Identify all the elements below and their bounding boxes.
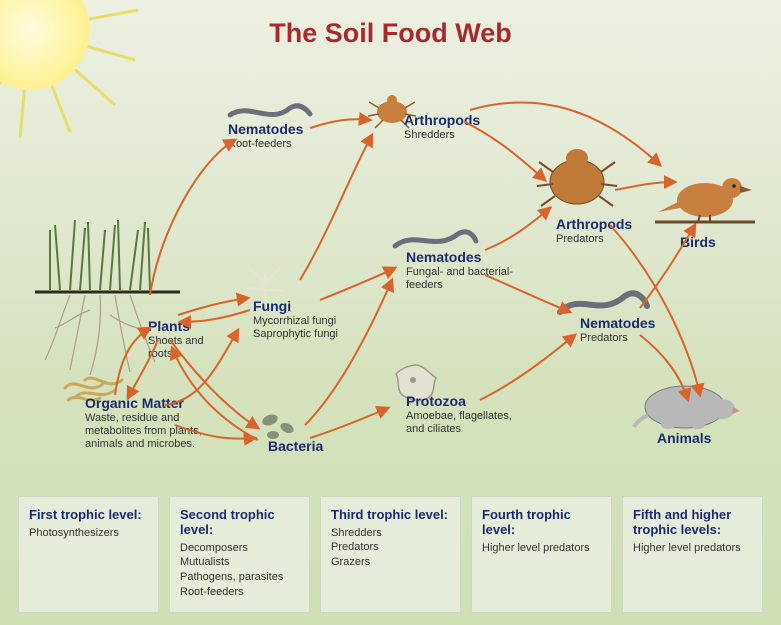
trophic-level-3: Third trophic level: ShreddersPredatorsG…: [320, 496, 461, 613]
trophic-level-1: First trophic level: Photosynthesizers: [18, 496, 159, 613]
trophic-levels-row: First trophic level: Photosynthesizers S…: [18, 496, 763, 613]
label-organic-matter: Organic Matter Waste, residue and metabo…: [85, 395, 215, 451]
label-animals: Animals: [657, 430, 711, 447]
trophic-level-5: Fifth and higher trophic levels: Higher …: [622, 496, 763, 613]
animal-illustration: [630, 375, 740, 435]
label-plants: Plants Shoots and roots: [148, 318, 218, 361]
label-nematodes-root: Nematodes Root-feeders: [228, 121, 303, 151]
label-fungi: Fungi Mycorrhizal fungiSaprophytic fungi: [253, 298, 363, 341]
diagram-title: The Soil Food Web: [0, 18, 781, 49]
arthropod-predator-illustration: [535, 140, 620, 215]
label-bacteria: Bacteria: [268, 438, 323, 455]
trophic-level-2: Second trophic level: DecomposersMutuali…: [169, 496, 310, 613]
bird-illustration: [650, 150, 760, 235]
label-nematodes-fb: Nematodes Fungal- and bacterial-feeders: [406, 249, 526, 292]
label-arthropods-shred: Arthropods Shredders: [404, 112, 480, 142]
label-protozoa: Protozoa Amoebae, flagellates, and cilia…: [406, 393, 526, 436]
label-nematodes-pred: Nematodes Predators: [580, 315, 655, 345]
label-arthropods-pred: Arthropods Predators: [556, 216, 632, 246]
label-birds: Birds: [680, 234, 716, 251]
trophic-level-4: Fourth trophic level: Higher level preda…: [471, 496, 612, 613]
